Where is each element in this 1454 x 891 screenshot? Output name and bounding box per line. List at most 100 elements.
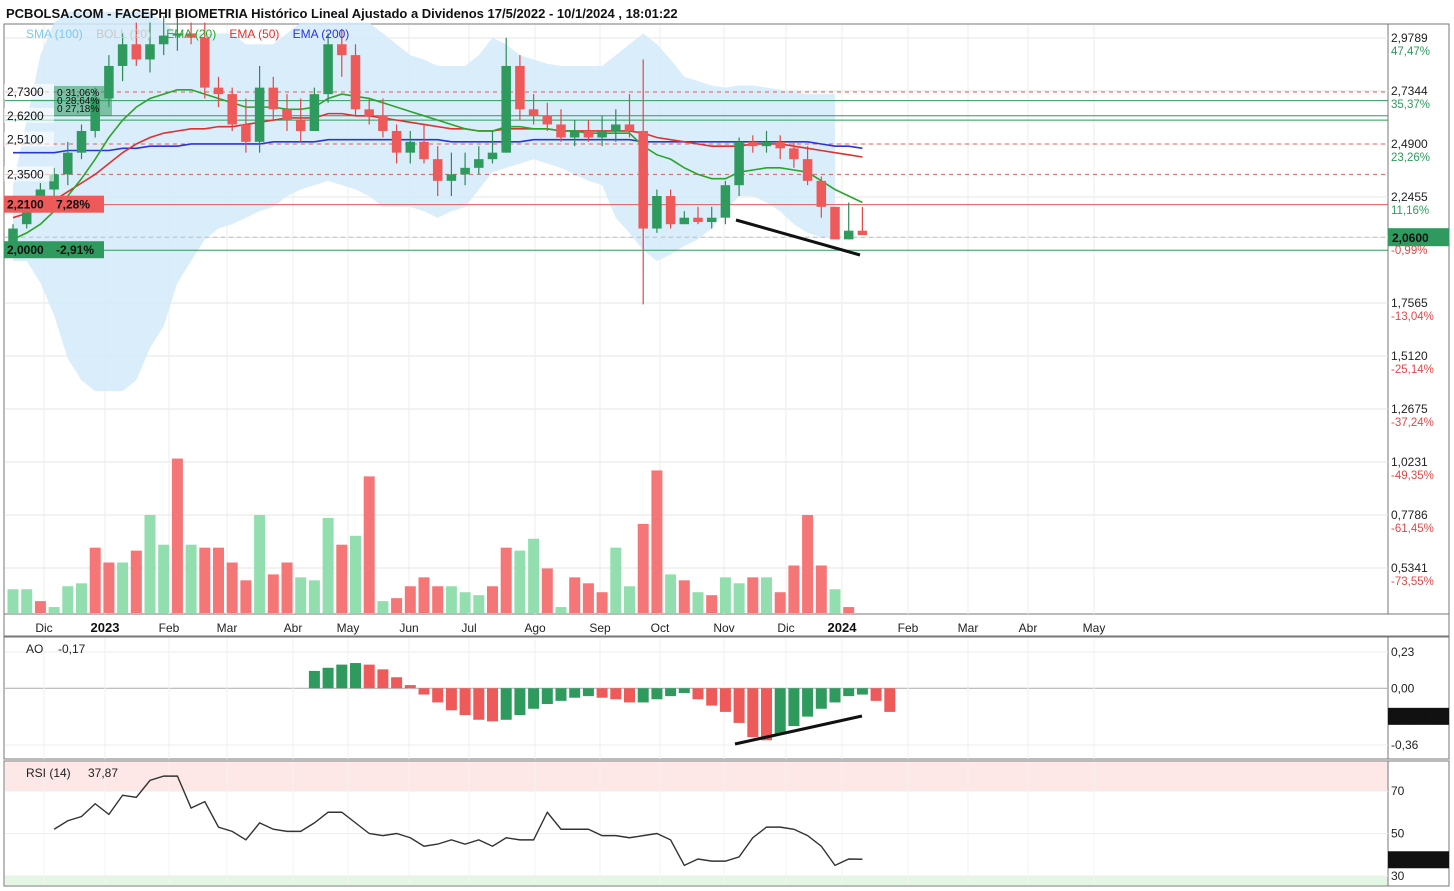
level-2000-price: 2,0000 <box>7 243 44 257</box>
volume-bar <box>445 586 457 613</box>
ao-bar <box>487 688 498 722</box>
level-2210-pct: 7,28% <box>56 198 90 212</box>
volume-bar <box>418 577 430 613</box>
ao-bar <box>473 688 485 720</box>
candle-body <box>378 115 388 131</box>
candle-body <box>391 130 402 153</box>
left-level-labels: 2,7300 2,6200 2,5100 2,3500 <box>4 83 54 182</box>
volume-bar <box>706 595 718 613</box>
price-tick-pct: -13,04% <box>1391 311 1434 323</box>
ao-bar <box>815 688 827 709</box>
left-level-bg <box>4 107 54 123</box>
fib-text: 0 28,64% <box>57 96 99 107</box>
candle-body <box>254 87 265 142</box>
ao-bar <box>308 670 320 689</box>
fib-text: 0 31,06% <box>57 88 99 99</box>
price-tick-label: 2,2455 <box>1391 190 1428 204</box>
candle-body <box>76 130 87 153</box>
volume-bar <box>350 535 361 613</box>
price-tick-label: 0,5341 <box>1391 561 1428 575</box>
volume-bar <box>802 514 814 613</box>
time-tick-label: Nov <box>713 621 734 635</box>
candle-body <box>63 152 73 175</box>
candle-body <box>652 196 662 229</box>
rsi-axis: 70 50 30 <box>1391 784 1405 883</box>
price-tick-pct: -49,35% <box>1391 470 1434 482</box>
candle-body <box>569 130 580 138</box>
ao-bar <box>733 688 745 723</box>
volume-bar <box>76 583 87 613</box>
volume-bar <box>487 586 498 613</box>
candle-body <box>679 217 690 225</box>
ao-value: -0,17 <box>58 642 86 656</box>
volume-bar <box>582 583 594 613</box>
candle-body <box>775 141 785 149</box>
ao-bar <box>363 664 375 689</box>
ao-label: AO <box>26 642 43 656</box>
left-level-bg <box>4 131 54 147</box>
volume-bar <box>103 562 115 613</box>
trendline-price <box>735 218 861 257</box>
candle-body <box>501 65 511 153</box>
volume-bar <box>774 592 786 613</box>
volume-bar <box>363 476 375 613</box>
price-tick-pct: 35,37% <box>1391 99 1430 111</box>
time-tick-label: Feb <box>898 621 919 635</box>
ao-bar <box>569 688 581 698</box>
ao-bar <box>322 667 334 689</box>
time-tick-label: Abr <box>1019 621 1038 635</box>
time-tick-label: 2024 <box>828 620 858 635</box>
price-tick-label: 2,4900 <box>1391 137 1428 151</box>
volume-bar <box>528 538 540 613</box>
price-tick-label: 1,2675 <box>1391 402 1428 416</box>
price-tick-pct: 47,47% <box>1391 46 1430 58</box>
price-tick-label: 1,7565 <box>1391 296 1428 310</box>
rsi-oversold-zone <box>5 876 1388 885</box>
price-tick-label: 2,9789 <box>1391 31 1428 45</box>
candle-body <box>213 87 224 95</box>
time-tick-label: Dic <box>777 621 794 635</box>
ao-bar <box>843 688 855 697</box>
volume-bar <box>89 547 101 613</box>
candle-body <box>186 33 196 38</box>
candle-body <box>158 35 169 45</box>
ao-bar <box>637 688 649 703</box>
ao-tick-label: 0,00 <box>1391 681 1415 695</box>
volume-bar <box>281 562 293 613</box>
candle-body <box>528 109 539 116</box>
price-tick-pct: -25,14% <box>1391 364 1434 376</box>
candle-body <box>405 141 416 153</box>
candle-body <box>145 44 155 60</box>
volume-bar <box>21 589 33 613</box>
candle-body <box>8 228 18 246</box>
candle-body <box>748 141 758 147</box>
left-level-text: 2,6200 <box>7 109 44 123</box>
rsi-value: 37,87 <box>88 766 118 780</box>
candle-body <box>446 174 457 181</box>
candle-body <box>638 130 648 229</box>
volume-bar <box>733 583 745 613</box>
ao-bar <box>336 664 348 689</box>
candle-body <box>309 94 320 131</box>
ema20-line <box>12 88 863 241</box>
volume-bar <box>555 607 567 613</box>
chart-title: PCBOLSA.COM - FACEPHI BIOMETRIA Históric… <box>6 6 678 21</box>
time-tick-label: 2023 <box>91 620 120 635</box>
ao-bar <box>541 688 553 705</box>
rsi-label: RSI (14) <box>26 766 71 780</box>
price-tick-label: 1,0231 <box>1391 455 1428 469</box>
legend-item: EMA (20) <box>166 27 216 41</box>
volume-bar <box>377 601 389 613</box>
volume-bar <box>719 577 731 613</box>
candle-body <box>227 94 237 125</box>
candle-body <box>200 37 210 88</box>
rsi-tick-label: 30 <box>1391 869 1405 883</box>
candle-body <box>693 217 703 223</box>
price-tick-label: 1,5120 <box>1391 349 1428 363</box>
candle-body <box>597 130 607 138</box>
volume-bar <box>267 574 279 613</box>
time-tick-label: Sep <box>589 621 611 635</box>
left-level-text: 2,5100 <box>7 133 44 147</box>
